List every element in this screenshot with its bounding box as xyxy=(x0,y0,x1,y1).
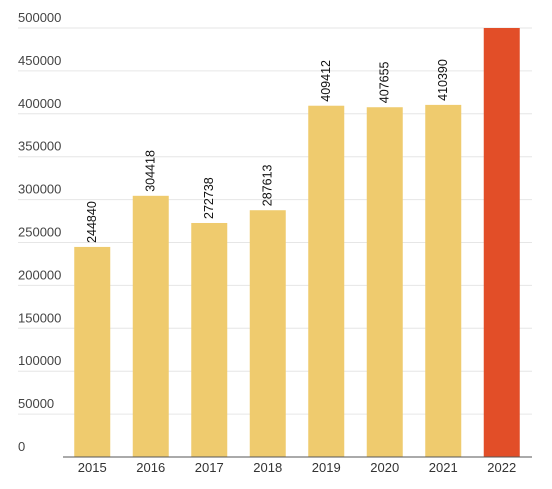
x-axis-ticks: 2015 2016 2017 2018 2019 2020 2021 2022 xyxy=(78,460,516,475)
x-tick-label: 2017 xyxy=(195,460,224,475)
x-tick-label: 2018 xyxy=(253,460,282,475)
data-label: 272738 xyxy=(202,177,216,219)
bar-2021 xyxy=(425,104,462,458)
y-tick-label: 500000 xyxy=(18,10,61,25)
y-tick-label: 150000 xyxy=(18,310,61,325)
x-tick-label: 2020 xyxy=(370,460,399,475)
bar-2019 xyxy=(308,105,345,458)
bar-2017 xyxy=(191,222,228,457)
y-tick-label: 50000 xyxy=(18,396,54,411)
y-tick-label: 450000 xyxy=(18,53,61,68)
data-label: 287613 xyxy=(261,164,275,206)
data-label: 304418 xyxy=(144,150,158,192)
y-tick-label: 400000 xyxy=(18,96,61,111)
x-tick-label: 2016 xyxy=(136,460,165,475)
bar-2022 xyxy=(483,28,520,457)
y-axis-ticks: 0 50000 100000 150000 200000 250000 300000 3500… xyxy=(18,10,61,454)
y-tick-label: 0 xyxy=(18,439,25,454)
x-tick-label: 2019 xyxy=(312,460,341,475)
x-tick-label: 2015 xyxy=(78,460,107,475)
x-tick-label: 2022 xyxy=(487,460,516,475)
bar-2015 xyxy=(74,246,111,457)
data-label: 410390 xyxy=(436,59,450,101)
y-tick-label: 250000 xyxy=(18,225,61,240)
y-tick-label: 100000 xyxy=(18,353,61,368)
y-tick-label: 350000 xyxy=(18,139,61,154)
data-labels: 244840 304418 272738 287613 409412 407655 4103… xyxy=(85,59,450,243)
y-tick-label: 300000 xyxy=(18,182,61,197)
bars xyxy=(74,28,520,458)
data-label: 409412 xyxy=(319,60,333,102)
y-tick-label: 200000 xyxy=(18,267,61,282)
x-tick-label: 2021 xyxy=(429,460,458,475)
bar-2016 xyxy=(132,195,169,457)
bar-2020 xyxy=(366,107,403,458)
bar-2018 xyxy=(249,210,286,457)
data-label: 407655 xyxy=(378,61,392,103)
data-label: 244840 xyxy=(85,201,99,243)
